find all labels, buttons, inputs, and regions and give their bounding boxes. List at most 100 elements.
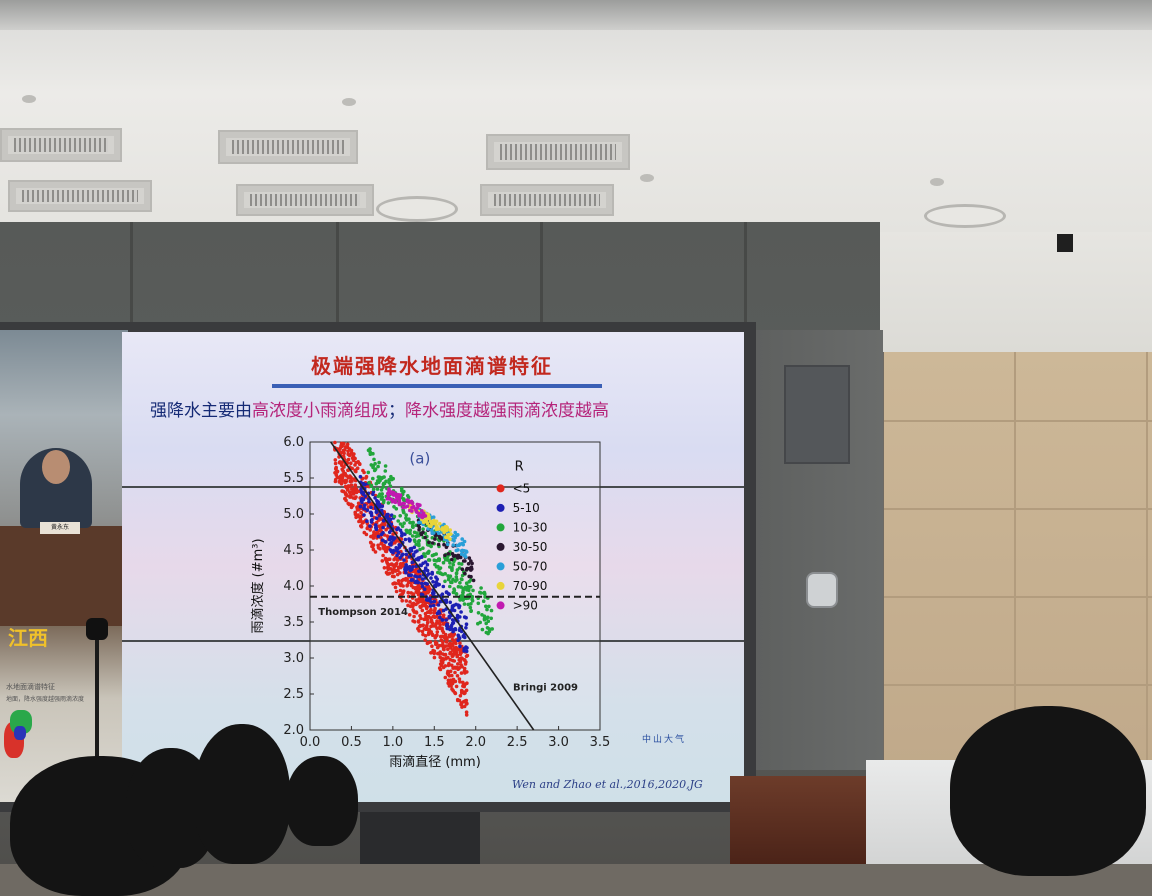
scatter-point bbox=[430, 572, 434, 576]
x-axis-label: 雨滴直径 (mm) bbox=[389, 754, 481, 770]
scatter-point bbox=[334, 473, 339, 477]
scatter-point bbox=[416, 619, 421, 623]
scatter-point bbox=[438, 622, 442, 627]
scatter-point bbox=[376, 464, 380, 469]
subtitle-highlight: 高浓度小雨滴组成 bbox=[252, 401, 388, 421]
scatter-point bbox=[417, 528, 421, 532]
scatter-point bbox=[465, 670, 469, 674]
scatter-point bbox=[353, 463, 357, 467]
institution-logo: 中山大气 bbox=[642, 735, 687, 745]
scatter-point bbox=[447, 558, 451, 562]
scatter-point bbox=[456, 584, 461, 589]
scatter-point bbox=[389, 513, 394, 517]
legend-marker bbox=[496, 601, 505, 610]
scatter-point bbox=[417, 543, 421, 548]
scatter-point bbox=[395, 553, 399, 558]
scatter-point bbox=[345, 493, 349, 498]
scatter-point bbox=[335, 470, 339, 474]
scatter-point bbox=[351, 456, 355, 460]
scatter-point bbox=[410, 578, 415, 582]
scatter-point bbox=[400, 524, 405, 529]
scatter-point bbox=[459, 562, 464, 566]
scatter-point bbox=[470, 599, 475, 603]
subtitle-separator: ； bbox=[388, 401, 405, 421]
scatter-point bbox=[430, 633, 435, 637]
scatter-point bbox=[379, 508, 384, 513]
scatter-point bbox=[438, 599, 442, 604]
scatter-point bbox=[476, 621, 480, 626]
scatter-point bbox=[438, 571, 442, 575]
scatter-point bbox=[369, 505, 373, 510]
scatter-point bbox=[456, 662, 460, 666]
scatter-point bbox=[408, 531, 412, 536]
scatter-point bbox=[381, 500, 386, 505]
y-tick-label: 5.0 bbox=[283, 507, 304, 522]
scatter-point bbox=[411, 552, 416, 557]
scatter-point bbox=[353, 468, 357, 473]
scatter-point bbox=[398, 562, 403, 567]
scatter-point bbox=[462, 666, 467, 671]
security-camera-icon bbox=[1057, 234, 1073, 252]
scatter-point bbox=[436, 542, 441, 547]
scatter-point bbox=[426, 527, 430, 531]
scatter-point bbox=[366, 448, 371, 453]
scatter-point bbox=[426, 551, 431, 555]
scatter-point bbox=[389, 522, 394, 527]
scatter-point bbox=[417, 538, 421, 543]
scatter-point bbox=[448, 651, 452, 656]
scatter-point bbox=[456, 667, 460, 671]
legend-label: 10-30 bbox=[513, 520, 548, 534]
scatter-point bbox=[359, 487, 363, 492]
scatter-point bbox=[369, 483, 374, 488]
scatter-point bbox=[385, 515, 390, 520]
scatter-point bbox=[377, 502, 382, 507]
scatter-point bbox=[381, 519, 386, 523]
scatter-point bbox=[415, 502, 420, 507]
scatter-point bbox=[463, 662, 468, 666]
scatter-point bbox=[349, 461, 353, 465]
scatter-point bbox=[350, 490, 355, 494]
scatter-point bbox=[408, 520, 412, 525]
scatter-point bbox=[345, 442, 350, 447]
scatter-point bbox=[437, 609, 441, 614]
scatter-point bbox=[374, 525, 378, 530]
legend-label: >90 bbox=[513, 598, 538, 612]
scatter-point bbox=[426, 627, 430, 632]
scatter-point bbox=[460, 537, 464, 541]
scatter-point bbox=[426, 610, 430, 614]
y-tick-label: 4.5 bbox=[283, 543, 304, 558]
scatter-point bbox=[401, 505, 405, 510]
scatter-point bbox=[405, 583, 410, 587]
scatter-point bbox=[410, 525, 415, 529]
scatter-point bbox=[489, 616, 493, 621]
scatter-point bbox=[434, 575, 438, 579]
scatter-point bbox=[471, 578, 476, 583]
scatter-point bbox=[418, 547, 422, 552]
scatter-point bbox=[400, 578, 404, 583]
scatter-point bbox=[484, 604, 488, 609]
scatter-point bbox=[413, 539, 417, 544]
scatter-point bbox=[463, 559, 467, 563]
scatter-point bbox=[430, 621, 435, 625]
scatter-point bbox=[471, 588, 475, 593]
scatter-point bbox=[467, 556, 472, 560]
scatter-point bbox=[353, 484, 358, 488]
scatter-point bbox=[376, 530, 380, 534]
scatter-point bbox=[396, 565, 401, 569]
scatter-point bbox=[377, 477, 382, 482]
ceiling-beam bbox=[0, 0, 1152, 30]
scatter-point bbox=[400, 531, 404, 535]
scatter-point bbox=[441, 608, 446, 613]
x-tick-label: 1.0 bbox=[383, 735, 404, 750]
scatter-point bbox=[449, 632, 454, 636]
screen-bezel bbox=[122, 486, 744, 488]
scatter-point bbox=[413, 574, 417, 578]
scatter-point bbox=[358, 474, 363, 479]
scatter-point bbox=[352, 452, 356, 456]
scatter-point bbox=[464, 581, 469, 585]
scatter-point bbox=[354, 487, 359, 492]
scatter-point bbox=[450, 580, 454, 585]
scatter-point bbox=[441, 572, 445, 577]
scatter-point bbox=[432, 609, 436, 613]
scatter-point bbox=[437, 666, 442, 670]
